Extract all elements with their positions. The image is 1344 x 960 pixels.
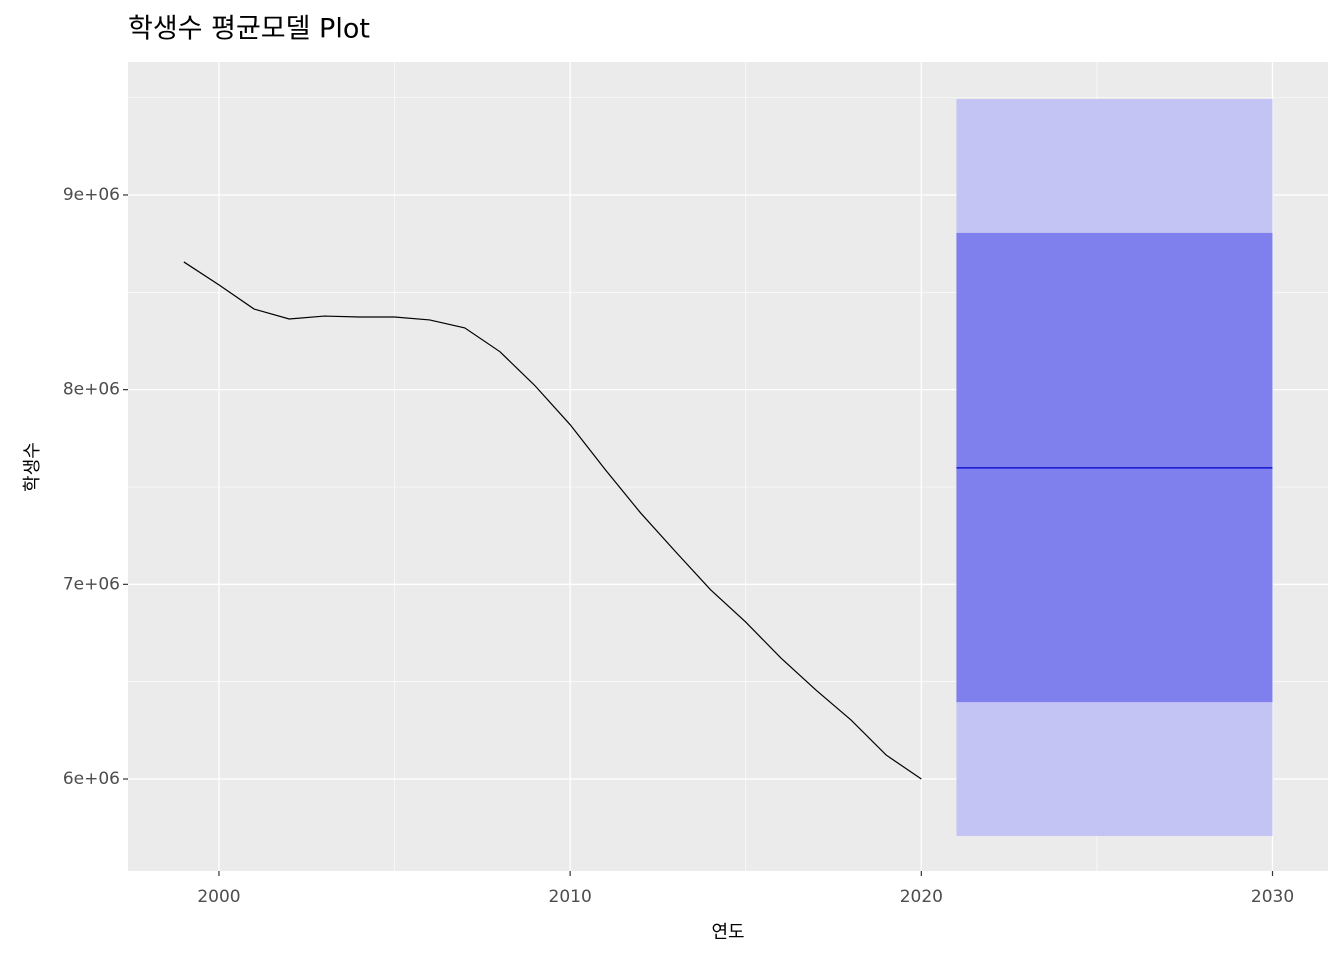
x-tick-label: 2030 <box>1251 887 1294 907</box>
series-line <box>183 261 922 780</box>
x-tick-label: 2020 <box>900 887 943 907</box>
y-tick-label: 8e+06 <box>63 380 120 400</box>
x-tick-label: 2000 <box>197 887 240 907</box>
plot-area: 2000 2010 2020 2030 6e+06 7e+06 8e+06 9e+06 <box>63 62 1328 907</box>
y-tick-label: 9e+06 <box>63 185 120 205</box>
y-tick-label: 7e+06 <box>63 574 120 594</box>
x-axis-title: 연도 <box>711 922 744 943</box>
x-tick-label: 2010 <box>549 887 592 907</box>
y-axis-title: 학생수 <box>22 442 43 492</box>
chart-title: 학생수 평균모델 Plot <box>128 14 370 45</box>
y-tick-label: 6e+06 <box>63 769 120 789</box>
